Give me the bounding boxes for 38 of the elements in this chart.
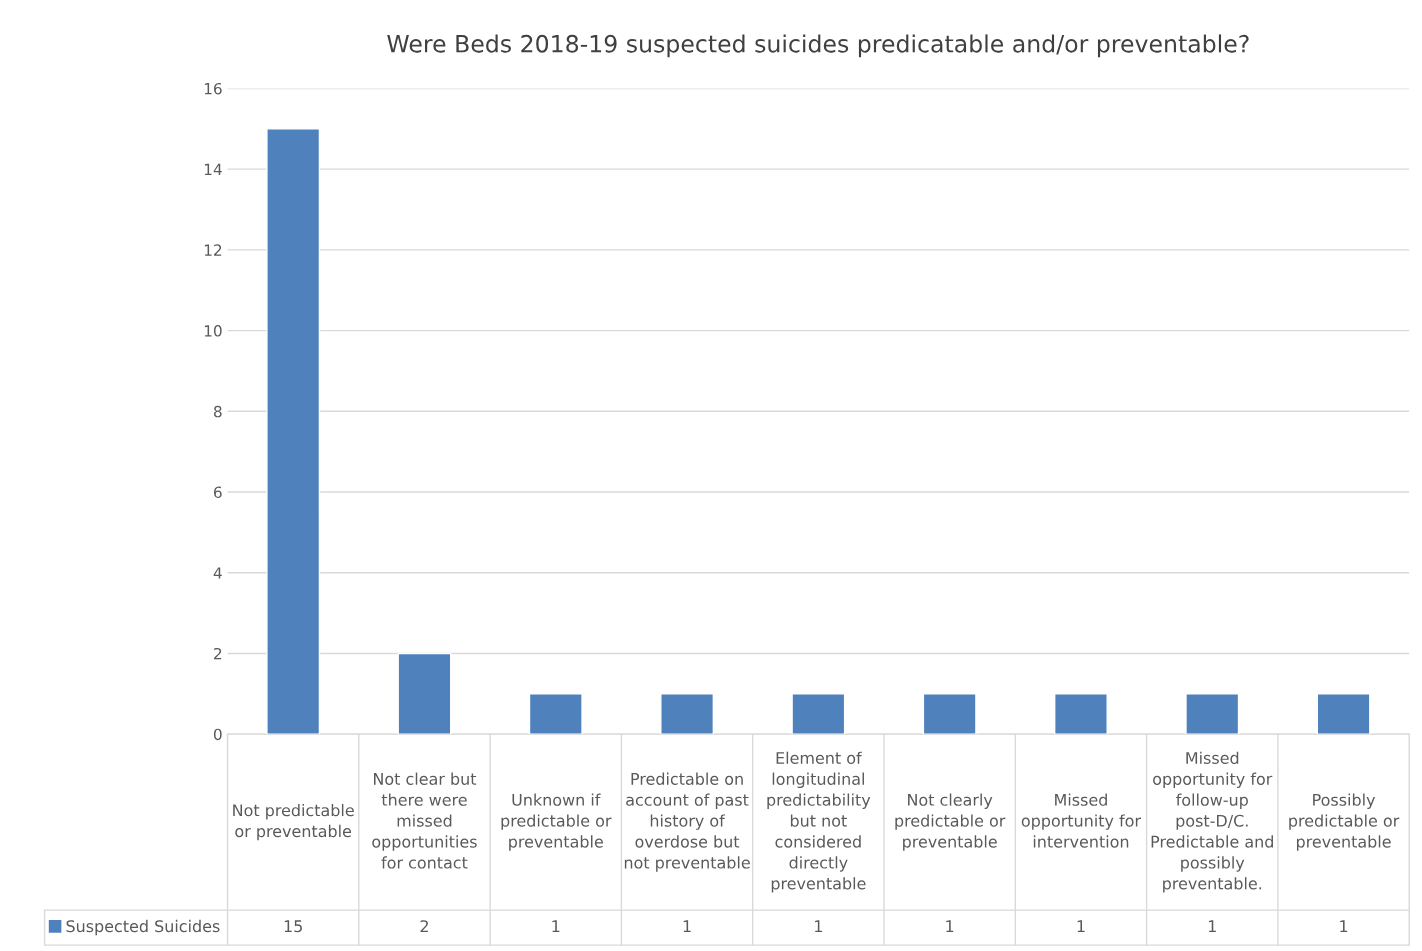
- x-tick-label: Not predictable or preventable: [233, 803, 354, 841]
- data-label: 1: [815, 920, 822, 932]
- x-tick-label: Element of longitudinal predictability but not considered directly preventable: [767, 751, 871, 893]
- data-label: 1: [683, 920, 691, 932]
- y-tick-label: 8: [213, 405, 222, 418]
- bar: [922, 693, 977, 735]
- bar: [266, 128, 321, 735]
- x-tick-label: Missed opportunity for follow-up post-D/C. Predictable and possibly preventable.: [1151, 751, 1273, 893]
- bar: [1316, 693, 1371, 735]
- y-tick-label: 6: [214, 486, 222, 499]
- y-tick-label: 10: [204, 325, 222, 337]
- x-tick-label: Not clear but there were missed opportunities for contact: [372, 772, 477, 869]
- y-tick-label: 2: [214, 647, 222, 660]
- chart-title: Were Beds 2018-19 suspected suicides predicatable and/or preventable?: [387, 34, 1249, 58]
- bar: [1054, 693, 1108, 735]
- y-tick-label: 12: [204, 244, 222, 256]
- y-tick-label: 0: [213, 728, 222, 741]
- bar: [397, 652, 452, 735]
- x-tick-label: Not clearly predictable or preventable: [895, 793, 1006, 851]
- y-tick-label: 14: [204, 163, 222, 175]
- data-label: 1: [1340, 920, 1348, 932]
- data-label: 1: [1208, 920, 1216, 932]
- y-tick-label: 16: [204, 82, 222, 95]
- x-tick-label: Predictable on account of past history of overdose but not preventable: [624, 772, 750, 872]
- legend-label: Suspected Suicides: [66, 919, 220, 936]
- x-tick-label: Missed opportunity for intervention: [1021, 793, 1141, 848]
- y-tick-label: 4: [213, 567, 222, 579]
- bar: [528, 693, 583, 735]
- bar: [660, 693, 715, 735]
- bar: [791, 693, 846, 735]
- data-label: 1: [552, 920, 560, 932]
- data-label: 15: [284, 920, 302, 933]
- bar: [1185, 693, 1240, 735]
- x-tick-label: Unknown if predictable or preventable: [501, 793, 612, 851]
- data-label: 1: [946, 920, 954, 932]
- data-label: 2: [420, 920, 428, 932]
- x-tick-label: Possibly predictable or preventable: [1289, 793, 1400, 851]
- data-label: 1: [1077, 920, 1085, 932]
